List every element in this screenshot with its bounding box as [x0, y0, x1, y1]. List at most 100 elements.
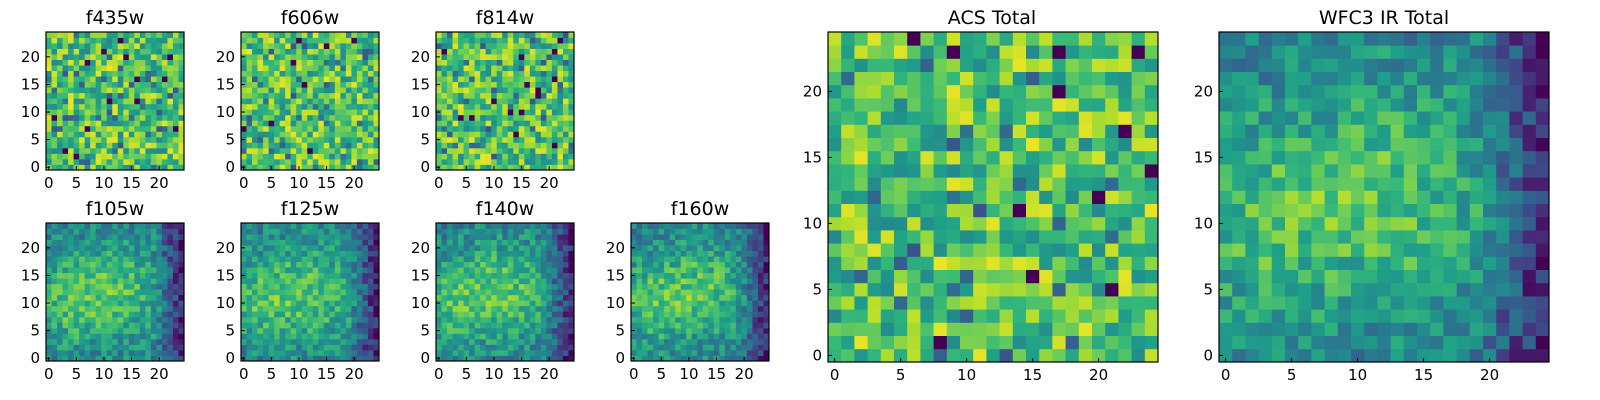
- heatmap-cell: [329, 109, 336, 116]
- heatmap-cell: [139, 333, 146, 340]
- heatmap-cell: [263, 250, 269, 257]
- heatmap-cell: [507, 338, 514, 345]
- heatmap-cell: [84, 311, 91, 318]
- heatmap-cell: [907, 269, 921, 284]
- heatmap-cell: [507, 43, 514, 49]
- heatmap-cell: [62, 234, 69, 240]
- heatmap-cell: [362, 59, 369, 66]
- heatmap-cell: [524, 294, 531, 301]
- heatmap-cell: [469, 70, 476, 77]
- heatmap-cell: [178, 37, 185, 44]
- heatmap-cell: [708, 338, 715, 345]
- heatmap-cell: [145, 103, 152, 110]
- heatmap-cell: [540, 142, 547, 149]
- heatmap-cell: [724, 272, 731, 279]
- heatmap-cell: [172, 48, 179, 55]
- heatmap-cell: [139, 234, 146, 240]
- heatmap-cell: [106, 48, 113, 55]
- heatmap-cell: [441, 234, 448, 240]
- heatmap-cell: [84, 131, 91, 138]
- heatmap-cell: [469, 109, 476, 116]
- heatmap-cell: [362, 98, 369, 105]
- heatmap-cell: [329, 65, 336, 72]
- heatmap-cell: [145, 114, 152, 121]
- heatmap-cell: [518, 228, 525, 235]
- heatmap-cell: [474, 261, 481, 268]
- heatmap-cell: [828, 164, 842, 178]
- heatmap-cell: [562, 87, 569, 94]
- heatmap-cell: [719, 234, 726, 240]
- heatmap-cell: [551, 316, 558, 323]
- heatmap-cell: [134, 355, 141, 362]
- heatmap-cell: [329, 294, 336, 301]
- heatmap-cell: [117, 223, 124, 229]
- heatmap-cell: [568, 43, 575, 49]
- heatmap-cell: [373, 70, 380, 77]
- heatmap-cell: [296, 147, 303, 154]
- x-tick-label: 0: [434, 365, 444, 383]
- heatmap-cell: [697, 311, 704, 318]
- heatmap-cell: [285, 43, 292, 49]
- heatmap-cell: [518, 32, 525, 38]
- heatmap-cell: [150, 344, 157, 351]
- heatmap-cell: [134, 136, 141, 143]
- heatmap-cell: [441, 245, 448, 251]
- heatmap-cell: [246, 164, 253, 171]
- heatmap-cell: [551, 344, 558, 351]
- heatmap-cell: [263, 267, 269, 274]
- heatmap-cell: [518, 289, 525, 296]
- heatmap-cell: [529, 92, 536, 99]
- heatmap-cell: [524, 114, 531, 121]
- heatmap-cell: [474, 158, 481, 165]
- heatmap-cell: [290, 131, 297, 138]
- heatmap-cell: [491, 267, 498, 274]
- heatmap-cell: [351, 92, 358, 99]
- heatmap-cell: [296, 327, 303, 334]
- heatmap-cell: [246, 289, 253, 296]
- heatmap-cell: [524, 120, 531, 127]
- heatmap-cell: [139, 32, 146, 38]
- heatmap-cell: [746, 289, 753, 296]
- heatmap-cell: [513, 316, 520, 323]
- heatmap-cell: [307, 70, 314, 77]
- heatmap-cell: [290, 114, 297, 121]
- heatmap-cell: [436, 305, 442, 312]
- heatmap-cell: [51, 92, 58, 99]
- heatmap-cell: [441, 43, 448, 49]
- heatmap-cell: [367, 245, 374, 251]
- heatmap-cell: [373, 234, 380, 240]
- heatmap-cell: [362, 37, 369, 44]
- heatmap-cell: [546, 316, 553, 323]
- heatmap-cell: [746, 327, 753, 334]
- heatmap-cell: [946, 296, 961, 310]
- heatmap-cell: [1039, 164, 1053, 178]
- heatmap-cell: [307, 114, 314, 121]
- heatmap-cell: [480, 250, 487, 257]
- heatmap-cell: [447, 294, 453, 301]
- heatmap-cell: [675, 245, 682, 251]
- heatmap-cell: [562, 120, 569, 127]
- heatmap-cell: [150, 92, 157, 99]
- heatmap-cell: [257, 256, 264, 263]
- heatmap-cell: [345, 103, 352, 110]
- heatmap-cell: [452, 283, 459, 290]
- heatmap-cell: [880, 137, 895, 152]
- heatmap-cell: [340, 344, 347, 351]
- heatmap-cell: [557, 59, 564, 66]
- heatmap-cell: [502, 153, 509, 160]
- heatmap-cell: [551, 114, 558, 121]
- heatmap-cell: [1105, 348, 1119, 363]
- heatmap-cell: [960, 124, 974, 138]
- heatmap-cell: [95, 228, 102, 235]
- heatmap-cell: [117, 32, 124, 38]
- heatmap-cell: [680, 261, 687, 268]
- heatmap-cell: [752, 289, 759, 296]
- heatmap-cell: [257, 70, 264, 77]
- heatmap-cell: [356, 70, 363, 77]
- heatmap-cell: [117, 153, 124, 160]
- heatmap-cell: [518, 316, 525, 323]
- y-tick-label: 15: [606, 266, 625, 284]
- heatmap-cell: [123, 283, 130, 290]
- heatmap-cell: [730, 333, 737, 340]
- heatmap-cell: [546, 54, 553, 60]
